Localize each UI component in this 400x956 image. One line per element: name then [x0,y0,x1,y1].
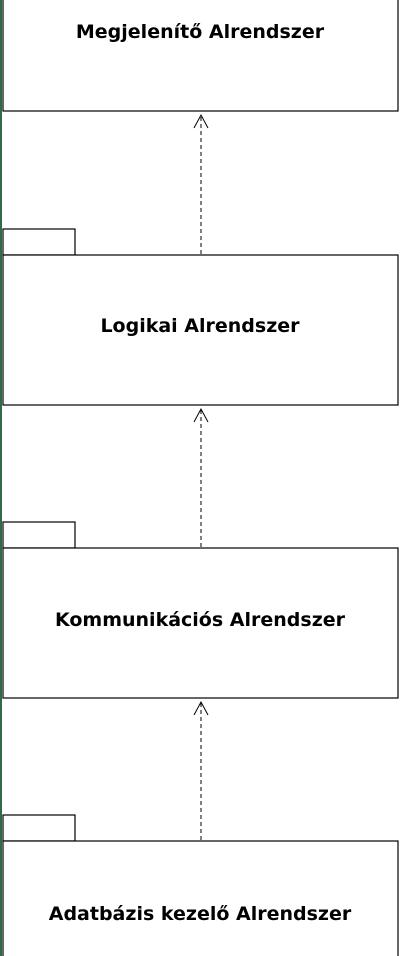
dependency-logikai-to-megjelenito[interactable] [193,113,209,254]
dependency-adatbazis-to-kommunikacios[interactable] [193,700,209,840]
package-tab-logikai [2,228,76,256]
left-edge-border [0,0,2,956]
package-tab-kommunikacios [2,521,76,549]
dependency-kommunikacios-to-logikai[interactable] [193,407,209,547]
package-tab-adatbazis [2,814,76,842]
package-label-megjelenito: Megjelenítő Alrendszer [76,21,325,43]
arrowhead-open-3 [193,700,209,716]
package-label-adatbazis: Adatbázis kezelő Alrendszer [49,903,352,925]
arrowhead-open-2 [193,407,209,423]
package-body-adatbazis [2,840,399,956]
package-logikai[interactable]: Logikai Alrendszer [2,228,399,406]
package-label-logikai: Logikai Alrendszer [100,315,300,337]
package-adatbazis[interactable]: Adatbázis kezelő Alrendszer [2,814,399,956]
package-body-megjelenito [2,0,399,112]
package-megjelenito[interactable]: Megjelenítő Alrendszer [2,0,399,112]
arrowhead-open-1 [193,113,209,129]
package-kommunikacios[interactable]: Kommunikációs Alrendszer [2,521,399,699]
package-body-logikai [2,254,399,406]
package-body-kommunikacios [2,547,399,699]
package-label-kommunikacios: Kommunikációs Alrendszer [55,609,346,631]
